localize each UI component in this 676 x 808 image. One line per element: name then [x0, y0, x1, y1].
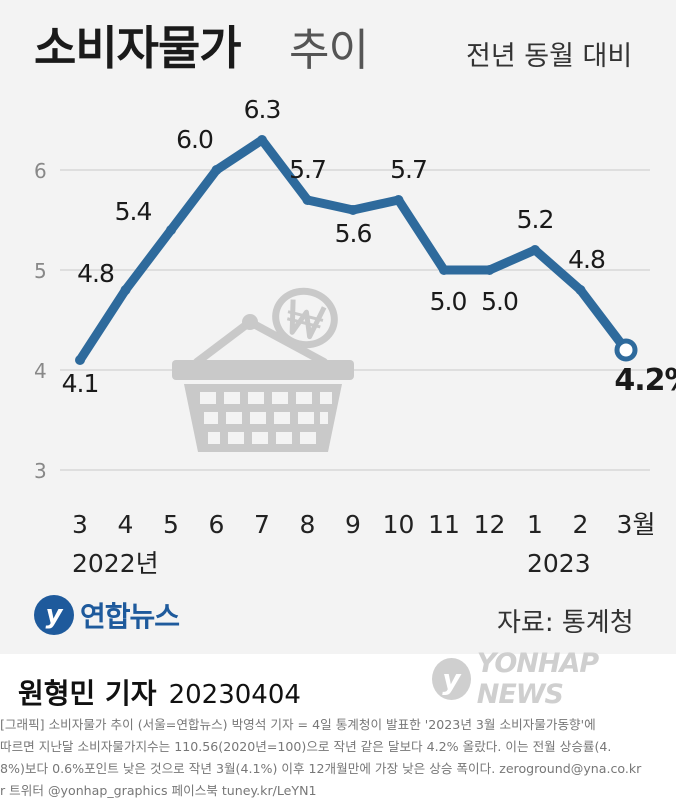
byline-date: 20230404	[168, 680, 301, 710]
data-label: 5.7	[390, 155, 427, 184]
yonhap-logo: y 연합뉴스	[34, 595, 180, 635]
y-tick-label: 3	[34, 459, 47, 483]
data-label: 4.1	[62, 369, 99, 398]
data-label: 5.4	[115, 197, 152, 226]
y-tick-label: 4	[34, 359, 47, 383]
gridlines	[60, 169, 650, 471]
year-labels: 2022년 2023	[72, 549, 591, 578]
chart-subtitle: 전년 동월 대비	[466, 41, 633, 72]
x-tick-label: 7	[254, 510, 270, 539]
data-point	[166, 225, 176, 235]
data-point	[484, 265, 495, 275]
x-tick-label: 3월	[617, 510, 656, 539]
data-point	[211, 165, 222, 175]
x-tick-label: 4	[118, 510, 134, 539]
chart-title-suffix: 추이	[289, 25, 369, 76]
data-label: 5.0	[481, 287, 518, 316]
data-point	[75, 355, 85, 365]
data-labels: 4.1 4.8 5.4 6.0 6.3 5.7 5.6 5.7 5.0 5.0 5.2 4.8 4.2%	[62, 95, 676, 398]
caption-line: r 트위터 @yonhap_graphics 페이스북 tuney.kr/LeY…	[0, 783, 317, 798]
y-axis-ticks: 3 4 5 6	[34, 159, 47, 483]
x-tick-label: 10	[383, 510, 415, 539]
data-point	[348, 205, 358, 215]
data-point	[575, 285, 586, 295]
caption-line: 8%)보다 0.6%포인트 낮은 것으로 작년 3월(4.1%) 이후 12개월…	[0, 761, 642, 776]
yonhap-logo-text: 연합뉴스	[80, 600, 180, 633]
data-label: 5.6	[335, 219, 372, 248]
data-label: 5.7	[289, 155, 326, 184]
series-line-path	[75, 135, 631, 365]
data-points	[75, 135, 638, 365]
x-tick-label: 2	[573, 510, 589, 539]
data-point	[257, 135, 267, 145]
data-point	[302, 195, 313, 205]
watermark-logo-icon: y	[432, 658, 471, 700]
data-label: 5.0	[430, 287, 467, 316]
yonhap-news-watermark: y YONHAP NEWS	[432, 648, 676, 710]
data-label: 4.8	[77, 259, 114, 288]
watermark-text: YONHAP NEWS	[476, 648, 599, 710]
x-tick-label: 12	[474, 510, 506, 539]
series-line	[75, 135, 631, 365]
caption-line: 따르면 지난달 소비자물가지수는 110.56(2020년=100)으로 작년 …	[0, 739, 612, 754]
won-coin-icon	[272, 287, 338, 349]
x-tick-label: 1	[527, 510, 543, 539]
data-point	[120, 285, 131, 295]
x-tick-label: 9	[345, 510, 361, 539]
chart-title: 소비자물가	[34, 21, 242, 75]
data-point-current	[614, 338, 638, 362]
year-label: 2023	[527, 549, 591, 578]
x-tick-label: 5	[163, 510, 179, 539]
data-label: 4.8	[568, 245, 605, 274]
yonhap-logo-icon: y	[34, 595, 74, 635]
x-tick-label: 3	[72, 510, 88, 539]
shopping-basket-icon	[172, 287, 354, 452]
x-tick-label: 8	[300, 510, 316, 539]
data-point	[439, 265, 449, 275]
x-tick-label: 6	[209, 510, 225, 539]
x-axis-ticks: 3 4 5 6 7 8 9 10 11 12 1 2 3월	[72, 510, 655, 539]
y-tick-label: 5	[34, 259, 47, 283]
byline-author: 원형민 기자	[18, 677, 157, 710]
x-tick-label: 11	[428, 510, 460, 539]
byline: 원형민 기자 20230404	[18, 672, 301, 712]
year-label: 2022년	[72, 549, 159, 578]
caption: [그래픽] 소비자물가 추이 (서울=연합뉴스) 박영석 기자 = 4일 통계청…	[0, 714, 676, 802]
data-label: 5.2	[517, 205, 554, 234]
data-label: 6.0	[176, 125, 213, 154]
source-label: 자료: 통계청	[497, 608, 634, 638]
data-label: 6.3	[244, 95, 281, 124]
caption-line: [그래픽] 소비자물가 추이 (서울=연합뉴스) 박영석 기자 = 4일 통계청…	[0, 717, 596, 732]
data-point	[530, 245, 540, 255]
y-tick-label: 6	[34, 159, 47, 183]
data-point	[393, 195, 404, 205]
data-label-current: 4.2%	[614, 363, 676, 398]
